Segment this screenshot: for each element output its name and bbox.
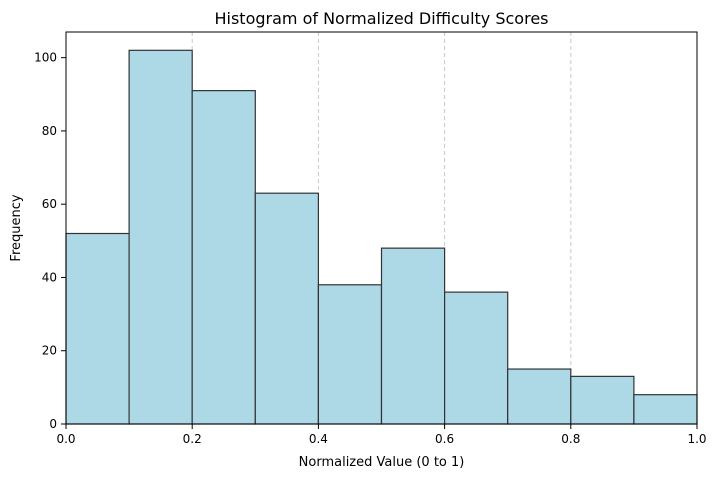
y-tick-label-0: 0 [49,417,57,431]
histogram-bar-3 [254,192,320,425]
histogram-bars [65,49,698,425]
x-axis-label: Normalized Value (0 to 1) [299,455,465,470]
y-tick-label-5: 100 [34,51,57,65]
y-tick-label-3: 60 [42,197,57,211]
histogram-bar-8 [570,375,635,425]
x-tick-label-3: 0.6 [435,432,454,446]
x-tick-label-5: 1.0 [687,432,706,446]
y-axis-ticks: 0 20 40 60 80 100 [34,51,66,431]
histogram-bar-0 [65,232,130,425]
x-tick-label-1: 0.2 [183,432,202,446]
y-tick-label-4: 80 [42,124,57,138]
histogram-bar-6 [444,291,509,425]
y-tick-label-2: 40 [42,270,57,284]
histogram-bar-1 [128,49,193,425]
x-axis-ticks: 0.0 0.2 0.4 0.6 0.8 1.0 [56,424,707,446]
histogram-bar-9 [633,394,698,425]
histogram-bar-5 [380,247,446,425]
y-tick-label-1: 20 [42,344,57,358]
x-tick-label-4: 0.8 [561,432,580,446]
x-tick-label-2: 0.4 [309,432,328,446]
y-axis-label: Frequency [9,194,24,261]
chart-title: Histogram of Normalized Difficulty Score… [214,9,548,28]
x-tick-label-0: 0.0 [56,432,75,446]
histogram-bar-4 [317,284,383,425]
histogram-bar-7 [507,368,572,425]
histogram-bar-2 [191,90,256,425]
plot-frame [65,31,698,425]
